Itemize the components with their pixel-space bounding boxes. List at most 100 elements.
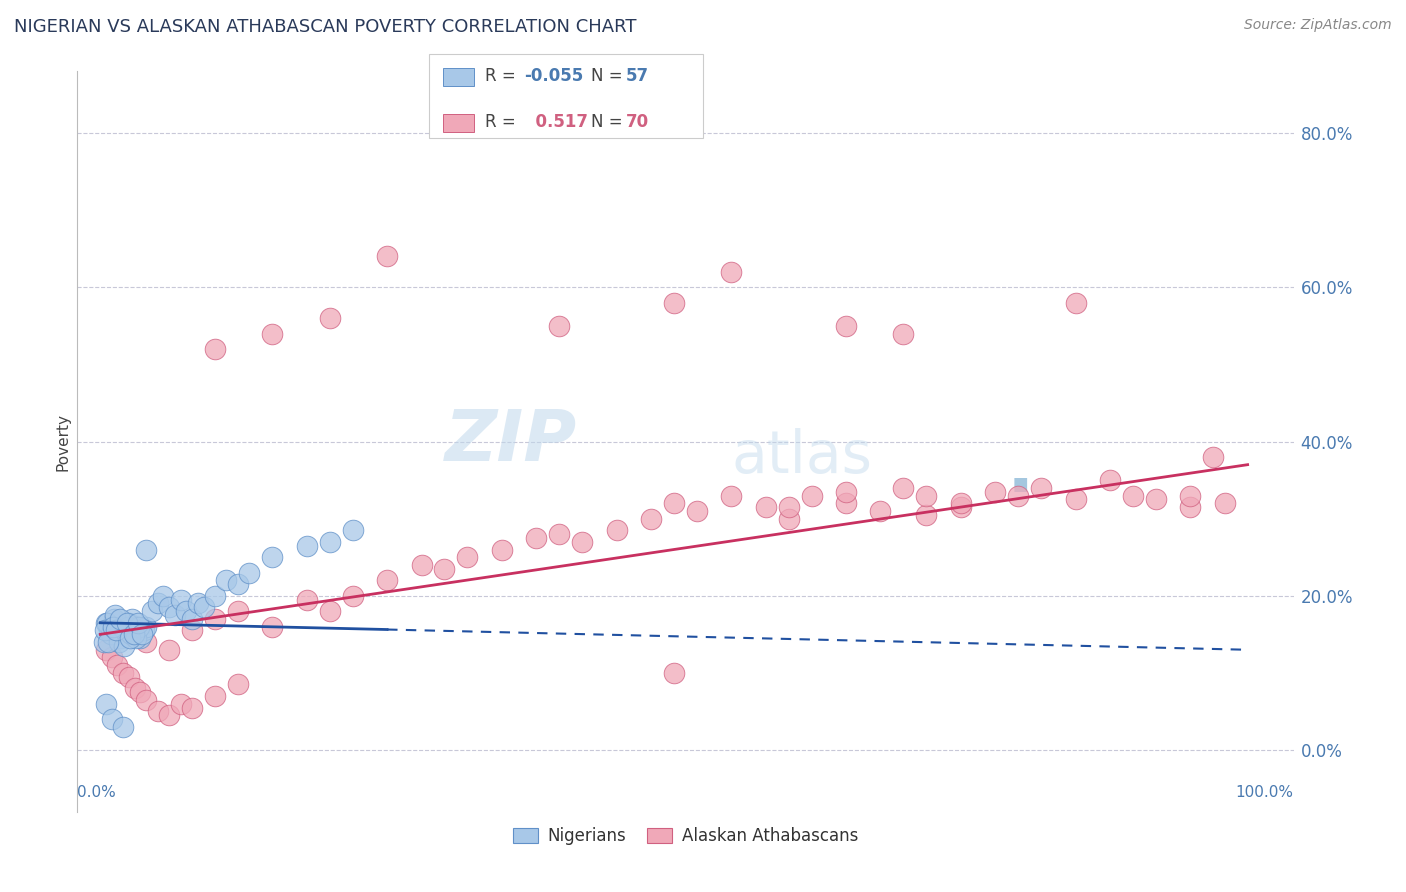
Point: [107, 627, 129, 641]
Point: [112, 620, 135, 634]
Text: N =: N =: [591, 113, 627, 131]
Point: [146, 705, 169, 719]
Point: [94, 642, 117, 657]
Point: [238, 566, 260, 580]
Point: [1007, 489, 1029, 503]
Point: [181, 612, 204, 626]
Point: [342, 523, 364, 537]
Point: [105, 624, 128, 638]
Point: [97, 635, 120, 649]
Point: [129, 685, 152, 699]
Point: [181, 624, 204, 638]
Point: [319, 534, 342, 549]
Point: [135, 542, 157, 557]
Text: 57: 57: [626, 67, 648, 85]
Y-axis label: Poverty: Poverty: [55, 412, 70, 471]
Point: [112, 639, 135, 653]
Point: [686, 504, 709, 518]
Point: [93, 635, 115, 649]
Point: [215, 574, 238, 588]
Point: [135, 635, 157, 649]
Point: [204, 689, 226, 703]
Point: [915, 489, 938, 503]
Point: [778, 500, 800, 514]
Point: [720, 489, 742, 503]
Point: [107, 658, 129, 673]
Point: [127, 615, 149, 630]
Point: [375, 574, 398, 588]
Point: [571, 534, 593, 549]
Point: [949, 500, 972, 514]
Text: R =: R =: [485, 67, 522, 85]
Point: [122, 627, 145, 641]
Point: [157, 600, 180, 615]
Point: [163, 608, 186, 623]
Point: [720, 265, 742, 279]
Point: [262, 620, 284, 634]
Point: [226, 604, 249, 618]
Point: [524, 531, 547, 545]
Point: [121, 612, 143, 626]
Point: [262, 326, 284, 341]
Point: [204, 612, 226, 626]
Point: [662, 665, 685, 680]
Point: [94, 624, 117, 638]
Point: [1098, 473, 1121, 487]
Point: [1122, 489, 1144, 503]
Text: Source: ZipAtlas.com: Source: ZipAtlas.com: [1244, 18, 1392, 32]
Point: [132, 624, 155, 638]
Point: [835, 484, 858, 499]
Point: [1064, 295, 1087, 310]
Point: [187, 597, 209, 611]
Point: [869, 504, 891, 518]
Point: [1144, 492, 1167, 507]
Point: [115, 615, 138, 630]
Point: [662, 295, 685, 310]
Text: 100.0%: 100.0%: [1236, 785, 1294, 800]
Point: [129, 631, 152, 645]
Point: [984, 484, 1007, 499]
Point: [100, 620, 122, 634]
Point: [94, 697, 117, 711]
Point: [118, 670, 141, 684]
Point: [342, 589, 364, 603]
Point: [548, 527, 571, 541]
Text: R =: R =: [485, 113, 522, 131]
Point: [1213, 496, 1236, 510]
Point: [1064, 492, 1087, 507]
Point: [375, 250, 398, 264]
Text: 70: 70: [626, 113, 648, 131]
Point: [94, 615, 117, 630]
Point: [226, 677, 249, 691]
Point: [120, 631, 142, 645]
Text: .: .: [1007, 438, 1035, 507]
Point: [114, 624, 136, 638]
Point: [606, 523, 628, 537]
Point: [118, 615, 141, 630]
Point: [1029, 481, 1052, 495]
Point: [157, 642, 180, 657]
Point: [800, 489, 823, 503]
Text: atlas: atlas: [731, 428, 872, 485]
Point: [146, 597, 169, 611]
Point: [107, 635, 129, 649]
Point: [1202, 450, 1225, 464]
Point: [112, 720, 135, 734]
Point: [100, 627, 122, 641]
Point: [433, 562, 456, 576]
Point: [662, 496, 685, 510]
Point: [181, 700, 204, 714]
Point: [640, 511, 662, 525]
Point: [491, 542, 513, 557]
Point: [101, 620, 124, 634]
Point: [98, 624, 121, 638]
Point: [128, 620, 150, 634]
Point: [100, 712, 122, 726]
Point: [120, 627, 142, 641]
Text: ZIP: ZIP: [444, 407, 576, 476]
Text: NIGERIAN VS ALASKAN ATHABASCAN POVERTY CORRELATION CHART: NIGERIAN VS ALASKAN ATHABASCAN POVERTY C…: [14, 18, 637, 36]
Point: [778, 511, 800, 525]
Point: [835, 496, 858, 510]
Point: [204, 342, 226, 356]
Point: [295, 592, 318, 607]
